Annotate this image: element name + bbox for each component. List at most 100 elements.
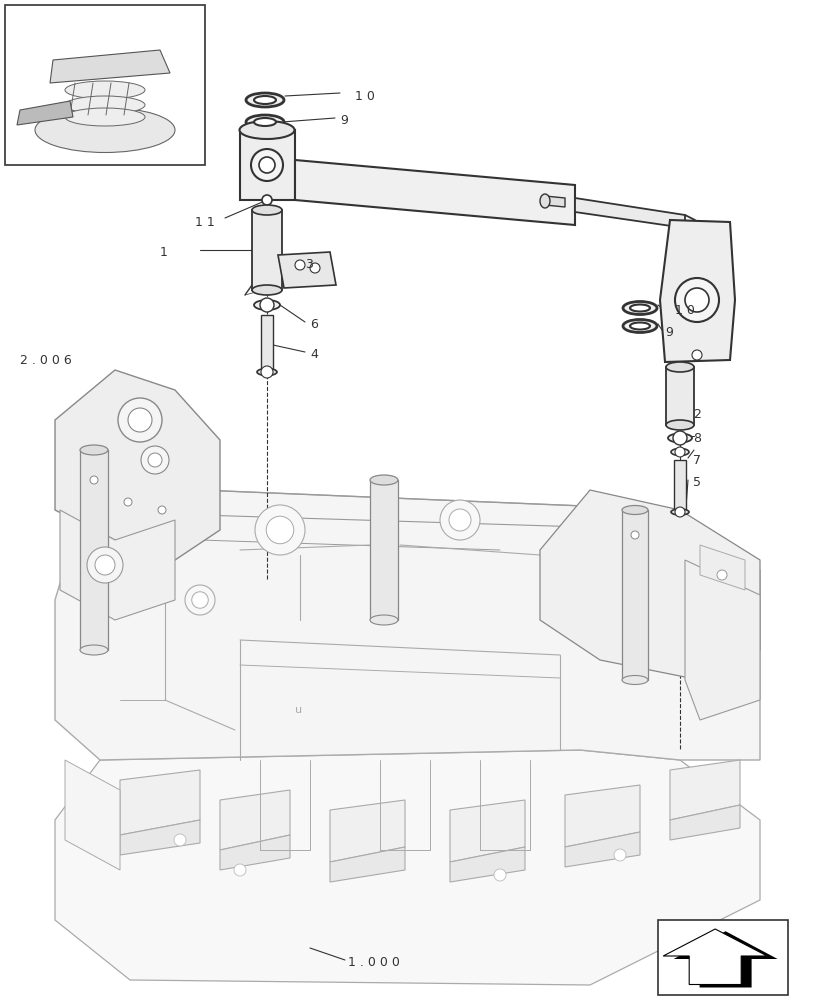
Circle shape <box>192 592 208 608</box>
Ellipse shape <box>540 194 550 208</box>
Text: 2 . 0 0 6: 2 . 0 0 6 <box>20 354 72 366</box>
Polygon shape <box>685 560 760 720</box>
Ellipse shape <box>35 107 175 152</box>
Polygon shape <box>120 770 200 835</box>
Circle shape <box>631 531 639 539</box>
Text: 1 . 0 0 0: 1 . 0 0 0 <box>348 956 400 968</box>
Circle shape <box>673 431 687 445</box>
Circle shape <box>128 408 152 432</box>
Circle shape <box>118 398 162 442</box>
Text: 3: 3 <box>305 258 313 271</box>
Ellipse shape <box>623 302 657 314</box>
Polygon shape <box>565 832 640 867</box>
Ellipse shape <box>254 96 276 104</box>
Circle shape <box>251 149 283 181</box>
Text: u: u <box>295 705 302 715</box>
Ellipse shape <box>246 93 284 107</box>
Circle shape <box>174 834 186 846</box>
Polygon shape <box>55 370 220 560</box>
Circle shape <box>148 453 162 467</box>
Polygon shape <box>540 490 760 680</box>
Polygon shape <box>670 805 740 840</box>
Text: 2: 2 <box>693 408 701 422</box>
Circle shape <box>494 869 506 881</box>
Ellipse shape <box>666 362 694 372</box>
Polygon shape <box>50 50 170 83</box>
Ellipse shape <box>257 368 277 375</box>
Text: 1 1: 1 1 <box>195 216 215 229</box>
Polygon shape <box>666 367 694 425</box>
Ellipse shape <box>370 475 398 485</box>
Polygon shape <box>663 929 767 984</box>
Circle shape <box>141 446 169 474</box>
Ellipse shape <box>65 96 145 114</box>
Ellipse shape <box>623 320 657 332</box>
Polygon shape <box>700 545 745 590</box>
Circle shape <box>87 547 123 583</box>
Circle shape <box>90 476 98 484</box>
Polygon shape <box>120 820 200 855</box>
Circle shape <box>310 263 320 273</box>
Circle shape <box>717 570 727 580</box>
Ellipse shape <box>671 448 689 456</box>
Polygon shape <box>80 450 108 650</box>
Polygon shape <box>220 790 290 850</box>
Polygon shape <box>55 750 760 985</box>
Ellipse shape <box>246 115 284 129</box>
Circle shape <box>675 507 685 517</box>
Bar <box>658 920 788 995</box>
Polygon shape <box>330 847 405 882</box>
Ellipse shape <box>630 322 650 330</box>
Circle shape <box>259 157 275 173</box>
Text: 1: 1 <box>160 245 168 258</box>
Circle shape <box>266 516 294 544</box>
Polygon shape <box>450 800 525 862</box>
Polygon shape <box>370 480 398 620</box>
Ellipse shape <box>668 434 692 442</box>
Polygon shape <box>17 101 73 125</box>
Circle shape <box>260 298 274 312</box>
Circle shape <box>295 260 305 270</box>
Polygon shape <box>575 198 685 228</box>
Circle shape <box>440 500 480 540</box>
Text: 4: 4 <box>310 349 318 361</box>
Circle shape <box>185 585 215 615</box>
Circle shape <box>158 506 166 514</box>
Text: 9: 9 <box>340 113 348 126</box>
Text: 8: 8 <box>693 432 701 444</box>
Ellipse shape <box>622 676 648 684</box>
Polygon shape <box>674 460 686 510</box>
Circle shape <box>675 278 719 322</box>
Polygon shape <box>622 510 648 680</box>
Polygon shape <box>330 800 405 862</box>
Ellipse shape <box>65 108 145 126</box>
Circle shape <box>95 555 115 575</box>
Polygon shape <box>60 510 175 620</box>
Text: 6: 6 <box>310 318 318 332</box>
Polygon shape <box>55 490 760 760</box>
Polygon shape <box>278 252 336 288</box>
Ellipse shape <box>252 205 282 215</box>
Ellipse shape <box>370 615 398 625</box>
Circle shape <box>261 366 273 378</box>
Circle shape <box>685 288 709 312</box>
Polygon shape <box>670 760 740 820</box>
Polygon shape <box>565 785 640 847</box>
Circle shape <box>675 447 685 457</box>
Polygon shape <box>295 160 575 225</box>
Polygon shape <box>660 220 735 362</box>
Polygon shape <box>673 931 778 988</box>
Ellipse shape <box>254 118 276 126</box>
Ellipse shape <box>630 304 650 312</box>
Polygon shape <box>545 196 565 207</box>
Ellipse shape <box>671 509 689 515</box>
Polygon shape <box>240 130 295 200</box>
Circle shape <box>449 509 471 531</box>
Text: 1 0: 1 0 <box>355 91 375 104</box>
Ellipse shape <box>240 121 295 139</box>
Text: 1 0: 1 0 <box>675 304 695 316</box>
Polygon shape <box>261 315 273 370</box>
Polygon shape <box>252 210 282 290</box>
Ellipse shape <box>254 300 280 310</box>
Ellipse shape <box>80 645 108 655</box>
